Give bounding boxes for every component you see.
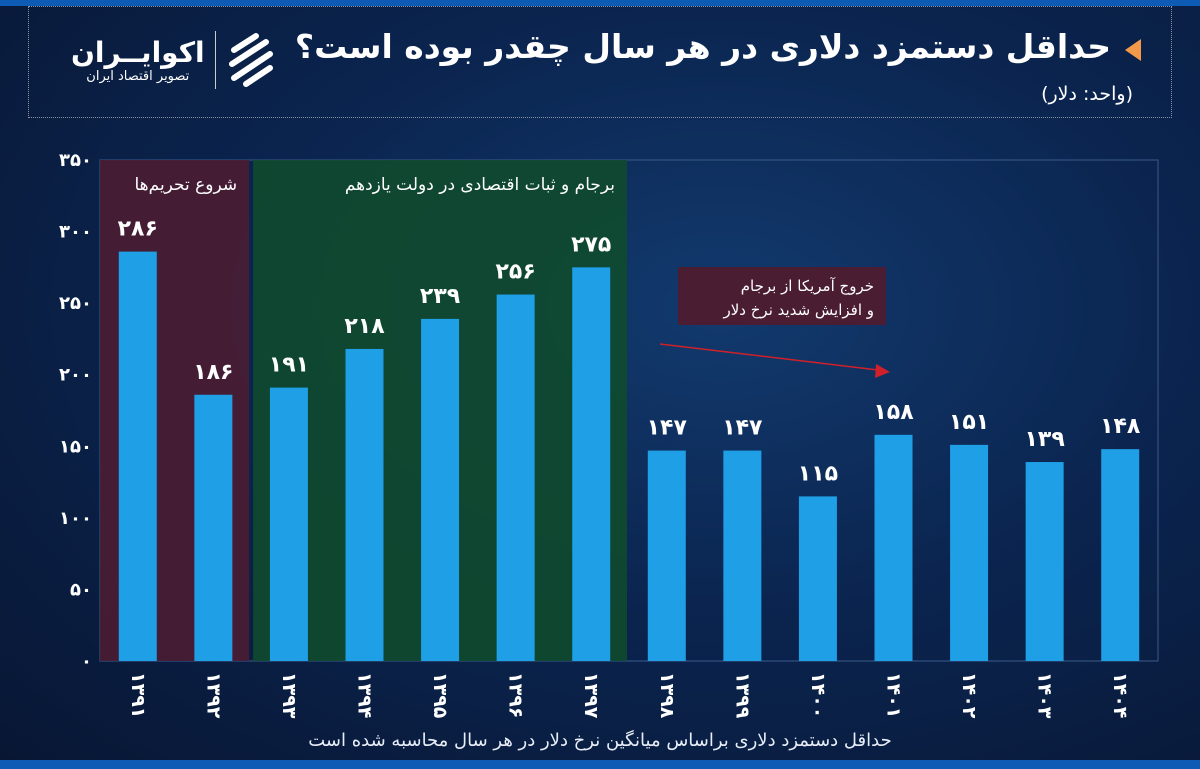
data-label-13: ۱۴۸	[1100, 414, 1141, 439]
title-marker-icon	[1125, 39, 1141, 61]
data-label-11: ۱۵۱	[949, 410, 989, 435]
band-label-1: برجام و ثبات اقتصادی در دولت یازدهم	[345, 175, 615, 195]
y-tick-label: ۱۵۰	[59, 436, 92, 457]
bar-8	[723, 450, 762, 661]
x-tick-label-11: ۱۴۰۲	[958, 672, 980, 719]
x-tick-label-13: ۱۴۰۴	[1109, 672, 1131, 718]
x-tick-label-10: ۱۴۰۱	[883, 672, 905, 718]
x-tick-label-3: ۱۳۹۴	[354, 672, 376, 718]
arrow-head-icon	[875, 364, 890, 378]
x-tick-label-5: ۱۳۹۶	[505, 672, 527, 718]
data-label-8: ۱۴۷	[722, 416, 763, 441]
annotation-arrow	[659, 343, 879, 371]
bar-10	[874, 434, 913, 661]
data-label-10: ۱۵۸	[873, 400, 914, 425]
data-label-3: ۲۱۸	[344, 314, 385, 339]
data-label-7: ۱۴۷	[647, 416, 688, 441]
data-label-1: ۱۸۶	[193, 360, 233, 385]
logo-tagline: تصویر اقتصاد ایران	[86, 68, 190, 84]
annotation-line-1: خروج آمریکا از برجام	[741, 277, 874, 296]
unit-label: (واحد: دلار)	[1041, 83, 1133, 105]
annotation-box	[678, 267, 886, 325]
x-tick-label-2: ۱۳۹۳	[278, 672, 300, 719]
x-tick-label-7: ۱۳۹۸	[656, 672, 678, 719]
data-label-2: ۱۹۱	[269, 353, 309, 378]
bar-5	[496, 294, 535, 661]
bottom-stripe	[0, 760, 1200, 769]
logo-name: اکوایــران	[71, 35, 205, 69]
bar-4	[421, 318, 460, 661]
annotation-line-2: و افزایش شدید نرخ دلار	[723, 301, 875, 319]
page-title: حداقل دستمزد دلاری در هر سال چقدر بوده ا…	[294, 27, 1111, 66]
data-label-0: ۲۸۶	[118, 217, 158, 242]
data-label-6: ۲۷۵	[571, 232, 611, 257]
y-tick-label: ۱۰۰	[59, 508, 92, 529]
bar-6	[572, 267, 611, 661]
y-tick-label: ۳۵۰	[59, 150, 92, 171]
data-label-9: ۱۱۵	[798, 461, 838, 486]
bar-7	[647, 450, 686, 661]
x-tick-label-12: ۱۴۰۳	[1034, 672, 1056, 719]
bar-0	[118, 251, 157, 661]
bar-2	[269, 387, 308, 661]
header-box: حداقل دستمزد دلاری در هر سال چقدر بوده ا…	[28, 6, 1172, 118]
y-tick-label: ۵۰	[70, 579, 92, 600]
x-tick-label-9: ۱۴۰۰	[807, 672, 829, 718]
data-label-5: ۲۵۶	[495, 260, 535, 285]
bar-9	[798, 496, 837, 661]
x-tick-label-6: ۱۳۹۷	[580, 672, 602, 719]
y-tick-label: ۰	[81, 651, 92, 672]
x-tick-label-4: ۱۳۹۵	[429, 672, 451, 719]
y-tick-label: ۳۰۰	[59, 222, 92, 243]
band-label-0: شروع تحریم‌ها	[134, 175, 237, 195]
data-label-4: ۲۳۹	[420, 284, 460, 309]
logo-divider	[214, 31, 216, 89]
y-tick-label: ۲۵۰	[59, 293, 92, 314]
x-tick-label-1: ۱۳۹۲	[202, 672, 224, 719]
bar-13	[1101, 449, 1140, 661]
bar-1	[194, 394, 233, 661]
bar-12	[1025, 462, 1064, 661]
x-tick-label-8: ۱۳۹۹	[731, 672, 753, 719]
logo: اکوایــران تصویر اقتصاد ایران	[71, 31, 276, 89]
top-stripe	[0, 0, 1200, 6]
bar-3	[345, 348, 384, 661]
chart-footnote: حداقل دستمزد دلاری براساس میانگین نرخ دل…	[308, 730, 892, 751]
y-tick-label: ۲۰۰	[59, 365, 92, 386]
x-tick-label-0: ۱۳۹۱	[127, 672, 149, 718]
logo-mark-icon	[228, 33, 273, 87]
data-label-12: ۱۳۹	[1024, 427, 1064, 452]
bar-11	[950, 444, 989, 661]
